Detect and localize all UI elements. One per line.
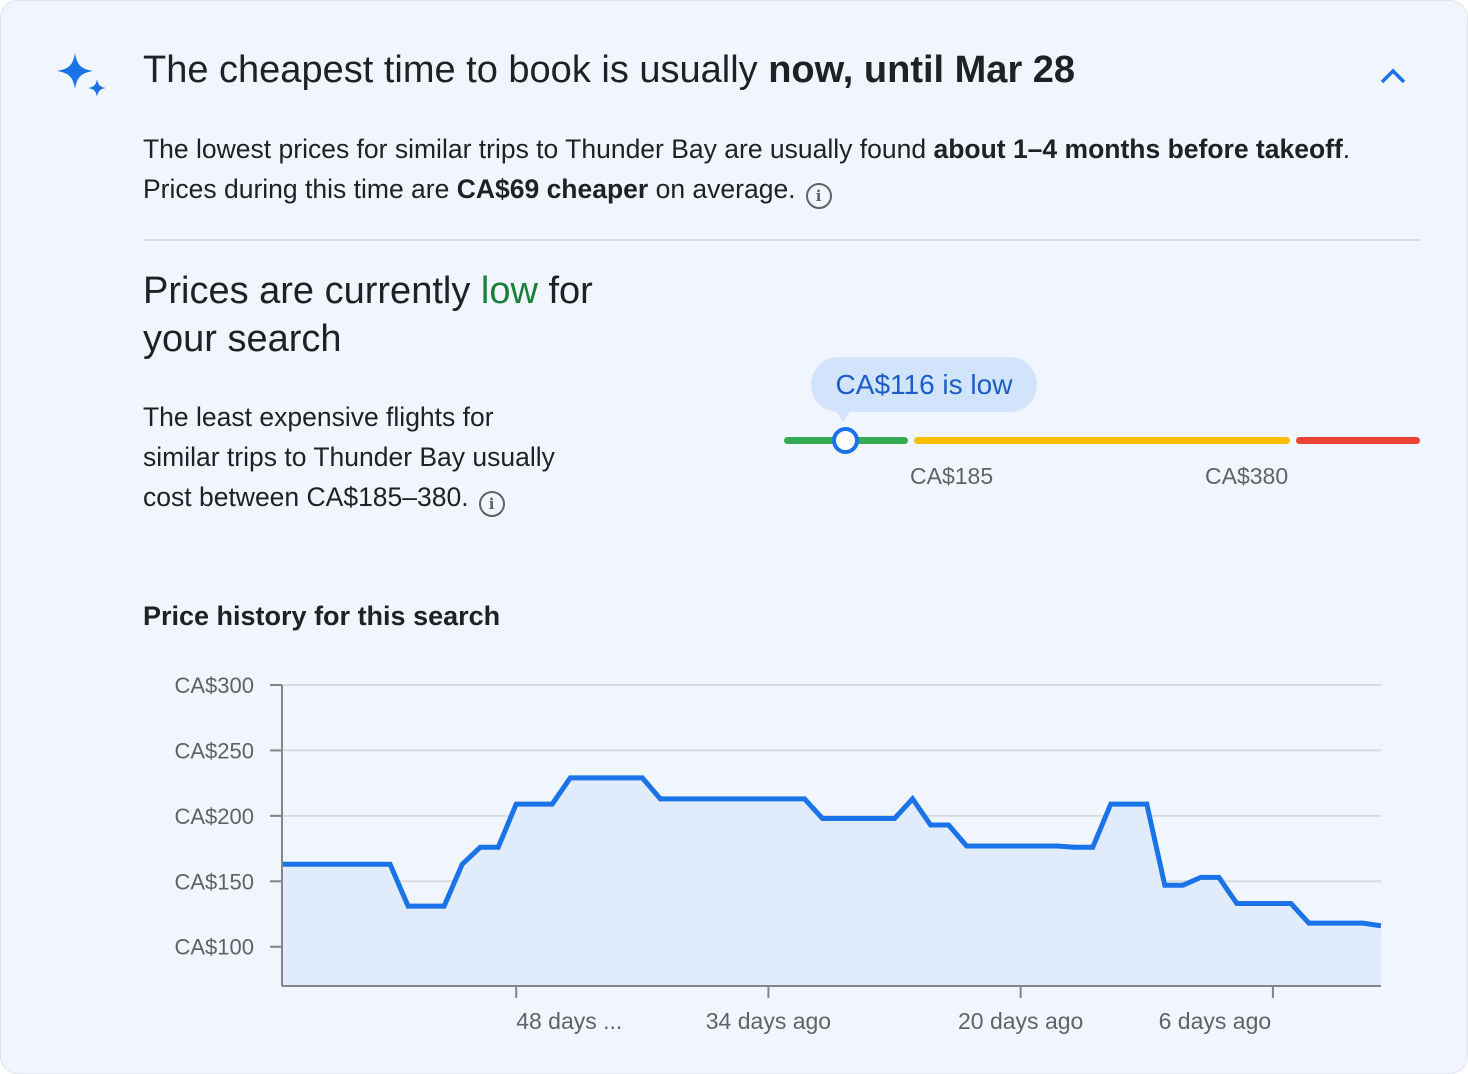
summary-bold: about 1–4 months before takeoff bbox=[933, 134, 1343, 164]
summary-text: on average. bbox=[648, 174, 796, 204]
range-description: The least expensive flights for similar … bbox=[143, 402, 555, 512]
x-tick-label: 34 days ago bbox=[706, 1008, 831, 1034]
x-tick-label: 48 days ... bbox=[516, 1008, 622, 1034]
insight-title: The cheapest time to book is usually now… bbox=[143, 49, 1075, 92]
current-price-bubble: CA$116 is low bbox=[811, 357, 1037, 412]
booking-summary: The lowest prices for similar trips to T… bbox=[143, 129, 1383, 209]
price-history-title: Price history for this search bbox=[143, 601, 501, 631]
y-tick-label: CA$100 bbox=[174, 935, 254, 960]
status-text: Prices are currently bbox=[143, 270, 481, 312]
y-tick-label: CA$150 bbox=[174, 869, 254, 894]
title-text: The cheapest time to book is usually bbox=[143, 49, 769, 91]
x-tick-label: 6 days ago bbox=[1159, 1008, 1272, 1034]
title-bold-text: now, until Mar 28 bbox=[768, 49, 1076, 91]
summary-text: The lowest prices for similar trips to T… bbox=[143, 134, 934, 164]
y-tick-label: CA$300 bbox=[174, 673, 254, 698]
price-history-chart: CA$100 CA$150 CA$200 CA$250 CA$300 48 days ..… bbox=[174, 673, 1382, 1034]
range-high-label: CA$380 bbox=[1205, 463, 1289, 489]
range-low-label: CA$185 bbox=[910, 463, 994, 489]
chevron-up-icon[interactable] bbox=[1373, 57, 1413, 93]
summary-text: . Prices during this time are bbox=[143, 134, 1351, 204]
price-area bbox=[282, 777, 1381, 986]
info-icon[interactable]: i bbox=[805, 183, 832, 209]
price-line bbox=[282, 775, 1382, 929]
y-tick-label: CA$200 bbox=[174, 804, 254, 829]
status-text: for your search bbox=[143, 270, 593, 360]
range-high-segment bbox=[1296, 437, 1420, 444]
divider bbox=[143, 239, 1421, 241]
typical-range-text: The least expensive flights for similar … bbox=[143, 397, 563, 517]
status-level: low bbox=[480, 270, 538, 312]
price-status-heading: Prices are currently low for your search bbox=[143, 267, 663, 363]
x-tick-label: 20 days ago bbox=[958, 1008, 1083, 1034]
current-price-marker bbox=[832, 427, 859, 454]
range-typical-segment bbox=[914, 437, 1290, 444]
bubble-tail bbox=[835, 410, 851, 422]
info-icon[interactable]: i bbox=[478, 491, 505, 517]
sparkle-icon bbox=[57, 53, 106, 97]
summary-bold: CA$69 cheaper bbox=[456, 174, 649, 204]
y-tick-label: CA$250 bbox=[174, 738, 254, 763]
